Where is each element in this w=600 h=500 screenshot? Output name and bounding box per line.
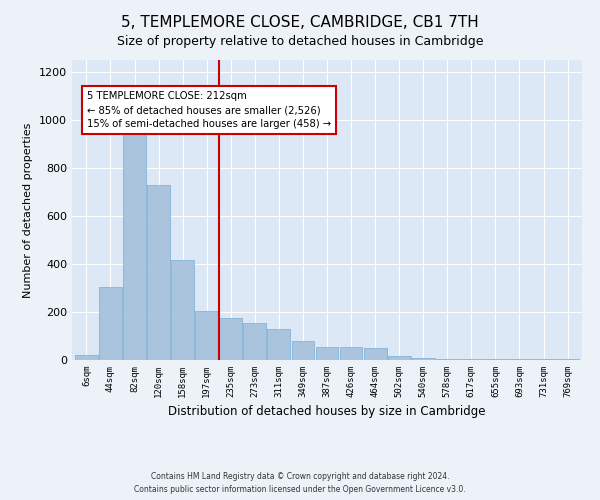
Bar — [364, 348, 386, 360]
Bar — [99, 287, 122, 360]
Bar — [412, 358, 434, 360]
Text: Size of property relative to detached houses in Cambridge: Size of property relative to detached ho… — [117, 35, 483, 48]
Bar — [436, 359, 459, 360]
Bar — [195, 311, 218, 360]
Bar — [292, 341, 314, 360]
Bar — [268, 329, 290, 360]
Text: Contains HM Land Registry data © Crown copyright and database right 2024.
Contai: Contains HM Land Registry data © Crown c… — [134, 472, 466, 494]
Bar — [171, 260, 194, 360]
Text: 5 TEMPLEMORE CLOSE: 212sqm
← 85% of detached houses are smaller (2,526)
15% of s: 5 TEMPLEMORE CLOSE: 212sqm ← 85% of deta… — [86, 91, 331, 129]
Y-axis label: Number of detached properties: Number of detached properties — [23, 122, 34, 298]
Bar — [340, 347, 362, 360]
Bar — [147, 185, 170, 360]
Bar — [244, 323, 266, 360]
X-axis label: Distribution of detached houses by size in Cambridge: Distribution of detached houses by size … — [168, 406, 486, 418]
Bar — [75, 355, 98, 360]
Bar — [388, 356, 410, 360]
Bar — [123, 130, 146, 360]
Bar — [316, 347, 338, 360]
Bar — [556, 359, 579, 360]
Bar — [220, 318, 242, 360]
Text: 5, TEMPLEMORE CLOSE, CAMBRIDGE, CB1 7TH: 5, TEMPLEMORE CLOSE, CAMBRIDGE, CB1 7TH — [121, 15, 479, 30]
